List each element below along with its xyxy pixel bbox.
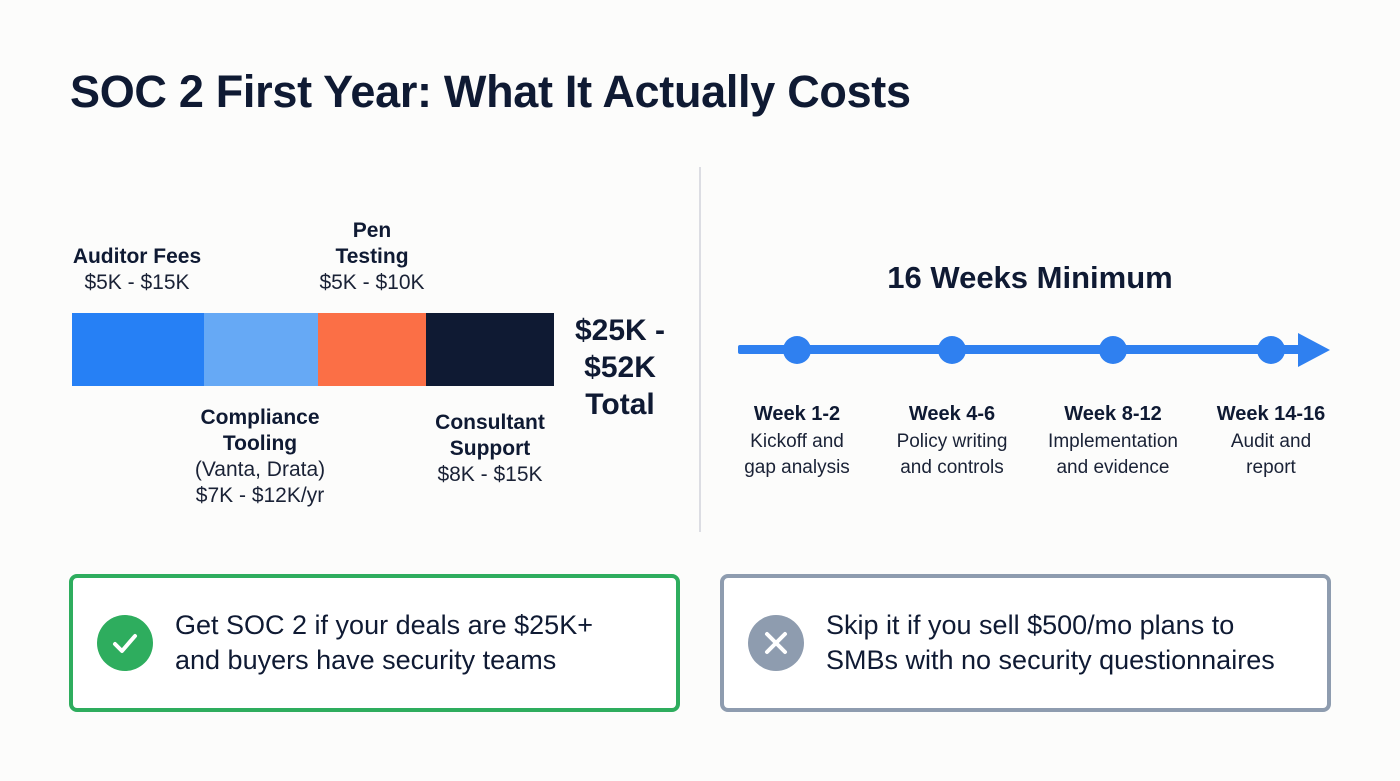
label-pen-testing: Pen Testing $5K - $10K: [297, 218, 447, 296]
label-compliance-tooling: Compliance Tooling (Vanta, Drata) $7K - …: [175, 405, 345, 509]
segment-range: $8K - $15K: [437, 463, 543, 486]
segment-name: Compliance: [200, 406, 320, 429]
segment-pen-testing: [318, 313, 426, 386]
stage-weeks: Week 4-6: [908, 403, 996, 425]
callout-line: SMBs with no security questionnaires: [826, 645, 1275, 675]
total-line: Total: [585, 388, 655, 421]
segment-compliance-tooling: [204, 313, 318, 386]
segment-name: Support: [449, 437, 531, 460]
timeline-arrow-icon: [1298, 333, 1330, 367]
stage-desc: Audit and: [1230, 431, 1312, 452]
stage-weeks: Week 1-2: [753, 403, 841, 425]
total-cost: $25K - $52K Total: [560, 312, 680, 423]
timeline-stage: Week 14-16 Audit and report: [1191, 400, 1351, 480]
label-auditor-fees: Auditor Fees $5K - $15K: [62, 244, 212, 296]
total-line: $25K -: [574, 314, 666, 347]
timeline-title: 16 Weeks Minimum: [887, 260, 1173, 295]
timeline-stage: Week 1-2 Kickoff and gap analysis: [717, 400, 877, 480]
timeline-dot: [783, 336, 811, 364]
stage-desc: and controls: [900, 457, 1004, 478]
segment-range: $5K - $15K: [84, 271, 190, 294]
section-divider: [699, 167, 701, 532]
stage-desc: gap analysis: [744, 457, 850, 478]
segment-consultant-support: [426, 313, 554, 386]
segment-name: Pen: [352, 219, 392, 242]
segment-name: Tooling: [222, 432, 298, 455]
timeline-dot: [1099, 336, 1127, 364]
segment-note: (Vanta, Drata): [194, 458, 326, 481]
check-circle-icon: [97, 615, 153, 671]
callout-line: Skip it if you sell $500/mo plans to: [826, 610, 1235, 640]
callout-text: Get SOC 2 if your deals are $25K+ and bu…: [175, 608, 593, 678]
stage-desc: and evidence: [1056, 457, 1170, 478]
stage-weeks: Week 8-12: [1064, 403, 1162, 425]
label-consultant-support: Consultant Support $8K - $15K: [415, 410, 565, 488]
callout-line: and buyers have security teams: [175, 645, 557, 675]
timeline-dot: [938, 336, 966, 364]
timeline-dot: [1257, 336, 1285, 364]
segment-name: Auditor Fees: [72, 245, 202, 268]
stage-desc: report: [1246, 457, 1296, 478]
timeline-line: [738, 345, 1308, 354]
segment-auditor-fees: [72, 313, 204, 386]
timeline-stage: Week 4-6 Policy writing and controls: [872, 400, 1032, 480]
stage-desc: Policy writing: [896, 431, 1008, 452]
segment-name: Testing: [335, 245, 409, 268]
segment-name: Consultant: [435, 411, 545, 434]
total-line: $52K: [584, 351, 656, 384]
stage-desc: Implementation: [1048, 431, 1178, 452]
segment-range: $7K - $12K/yr: [195, 484, 325, 507]
callout-text: Skip it if you sell $500/mo plans to SMB…: [826, 608, 1275, 678]
callout-skip-soc2: Skip it if you sell $500/mo plans to SMB…: [720, 574, 1331, 712]
stage-desc: Kickoff and: [750, 431, 844, 452]
callout-get-soc2: Get SOC 2 if your deals are $25K+ and bu…: [69, 574, 680, 712]
segment-range: $5K - $10K: [319, 271, 425, 294]
timeline-stage: Week 8-12 Implementation and evidence: [1033, 400, 1193, 480]
x-circle-icon: [748, 615, 804, 671]
page-title: SOC 2 First Year: What It Actually Costs: [70, 66, 911, 117]
cost-stacked-bar: [72, 313, 554, 386]
callout-line: Get SOC 2 if your deals are $25K+: [175, 610, 593, 640]
stage-weeks: Week 14-16: [1216, 403, 1326, 425]
